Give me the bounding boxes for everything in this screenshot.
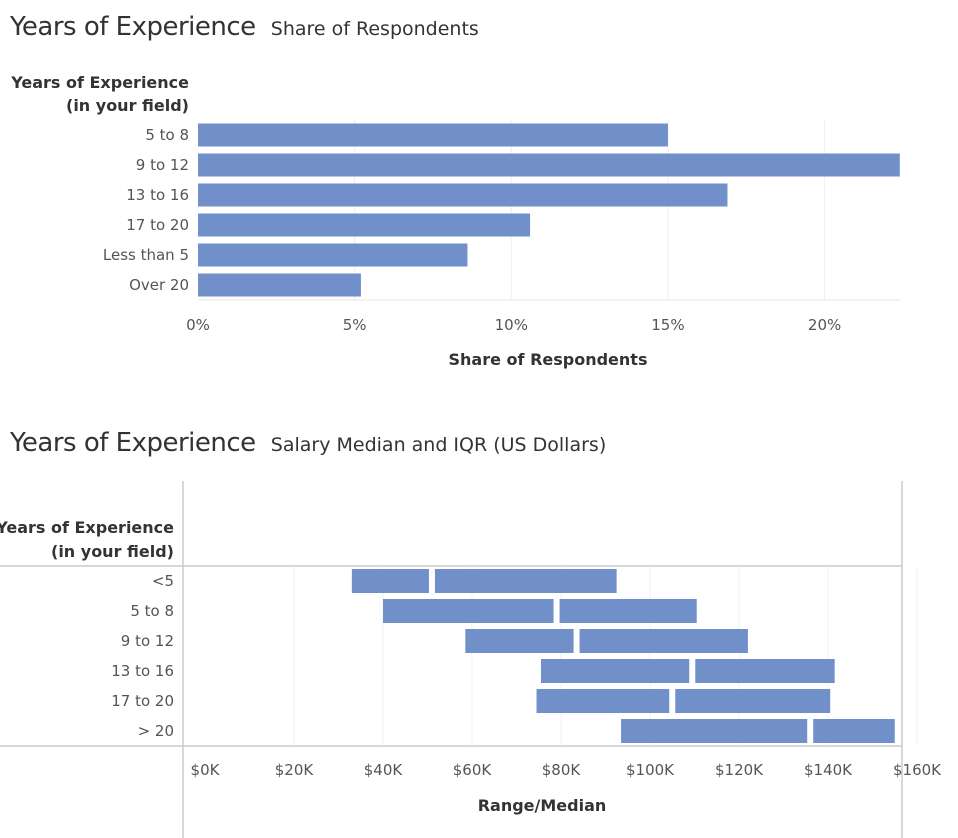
bar-upper-quartile: [579, 629, 748, 653]
bar-lower-quartile: [351, 569, 429, 593]
row-header-line-1: Years of Experience: [0, 518, 174, 537]
category-label: Less than 5: [103, 246, 189, 264]
category-label: <5: [152, 572, 174, 590]
x-tick-label: 15%: [651, 316, 684, 334]
chart-title-salary: Years of Experience Salary Median and IQ…: [10, 428, 606, 458]
bar-lower-quartile: [621, 719, 808, 743]
x-axis-title: Range/Median: [478, 796, 607, 815]
x-tick-label: $20K: [275, 761, 315, 779]
bar-lower-quartile: [383, 599, 554, 623]
bar-upper-quartile: [813, 719, 895, 743]
category-label: 17 to 20: [111, 692, 174, 710]
x-tick-label: $0K: [191, 761, 221, 779]
x-tick-label: $100K: [626, 761, 675, 779]
x-tick-label: $160K: [893, 761, 942, 779]
x-tick-label: 20%: [808, 316, 841, 334]
x-tick-label: 0%: [186, 316, 210, 334]
bar-upper-quartile: [695, 659, 835, 683]
row-header-line-1: Years of Experience: [10, 73, 189, 92]
x-tick-label: $40K: [364, 761, 404, 779]
bar-lower-quartile: [540, 659, 690, 683]
bar: [198, 183, 728, 207]
bar-upper-quartile: [434, 569, 617, 593]
x-tick-label: $120K: [715, 761, 764, 779]
chart-title-share: Years of Experience Share of Respondents: [10, 12, 479, 42]
category-label: 9 to 12: [136, 156, 189, 174]
bar: [198, 273, 361, 297]
bar-upper-quartile: [559, 599, 697, 623]
chart-title-main: Years of Experience: [10, 12, 256, 42]
category-label: > 20: [138, 722, 174, 740]
x-tick-label: 5%: [343, 316, 367, 334]
share-of-respondents-chart: Years of Experience (in your field) 5 to 8…: [10, 73, 900, 369]
category-label: 13 to 16: [126, 186, 189, 204]
row-header-line-2: (in your field): [66, 96, 189, 115]
category-label: 5 to 8: [145, 126, 189, 144]
category-label: 13 to 16: [111, 662, 174, 680]
category-label: Over 20: [129, 276, 189, 294]
bar: [198, 123, 668, 147]
bar: [198, 213, 531, 237]
bar: [198, 243, 468, 267]
x-tick-label: $60K: [453, 761, 493, 779]
x-tick-label: $140K: [804, 761, 853, 779]
bar-upper-quartile: [675, 689, 831, 713]
category-label: 9 to 12: [121, 632, 174, 650]
bar-lower-quartile: [536, 689, 670, 713]
bar-lower-quartile: [465, 629, 574, 653]
bar: [198, 153, 900, 177]
row-header-line-2: (in your field): [51, 542, 174, 561]
category-label: 17 to 20: [126, 216, 189, 234]
x-tick-label: 10%: [495, 316, 528, 334]
chart-title-main: Years of Experience: [10, 428, 256, 458]
x-axis-title: Share of Respondents: [449, 350, 648, 369]
category-label: 5 to 8: [130, 602, 174, 620]
chart-subtitle: Share of Respondents: [270, 18, 479, 40]
x-tick-label: $80K: [542, 761, 582, 779]
chart-subtitle: Salary Median and IQR (US Dollars): [270, 434, 607, 456]
